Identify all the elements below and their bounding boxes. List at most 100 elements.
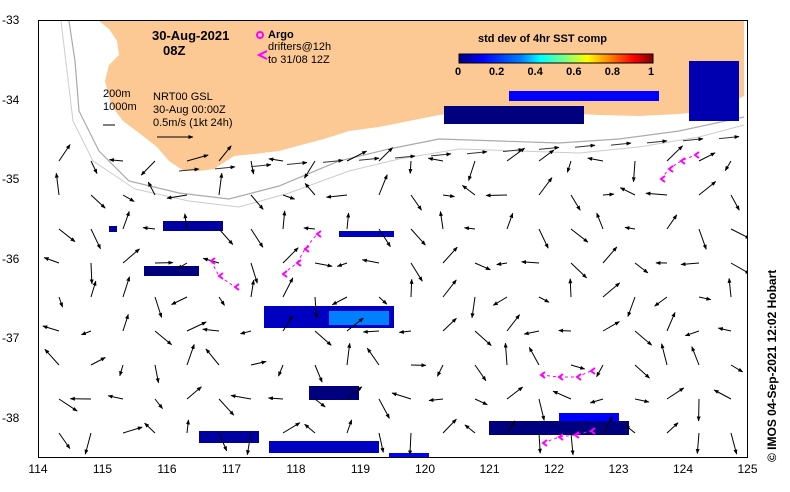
current-arrow — [346, 150, 368, 162]
current-arrow — [378, 432, 385, 453]
y-tick-label: -34 — [2, 92, 20, 107]
current-arrow — [570, 432, 575, 456]
colorbar-tick-label: 0 — [454, 66, 462, 78]
current-arrow — [610, 141, 632, 146]
current-arrow — [186, 386, 202, 400]
x-tick-label: 119 — [350, 462, 371, 476]
current-arrow — [142, 226, 156, 231]
current-arrow — [442, 317, 457, 332]
current-arrow — [147, 181, 156, 196]
argo-legend-label: Argo — [268, 29, 294, 41]
x-tick-label: 115 — [92, 462, 113, 476]
current-arrow — [570, 364, 586, 370]
sst-patch — [269, 441, 379, 453]
current-arrow — [730, 228, 747, 239]
sst-patch — [329, 311, 389, 325]
current-arrow — [314, 364, 323, 383]
current-arrow — [566, 160, 572, 173]
current-arrow — [587, 156, 604, 162]
current-arrow — [410, 228, 426, 246]
current-arrow — [602, 192, 615, 197]
sst-patch — [199, 431, 259, 443]
current-arrow — [568, 278, 573, 298]
drifter-chevron — [693, 151, 700, 159]
current-arrow — [122, 194, 135, 202]
current-arrow — [470, 296, 476, 319]
current-arrow — [506, 420, 516, 434]
current-arrow — [366, 347, 380, 366]
current-arrow — [58, 144, 71, 162]
current-arrow — [346, 419, 353, 434]
current-arrow — [538, 398, 546, 421]
current-arrow — [521, 260, 540, 265]
current-arrow — [666, 422, 679, 434]
drifter-track — [660, 154, 696, 180]
current-arrow — [666, 311, 676, 332]
current-arrow — [282, 277, 294, 298]
current-arrow — [713, 389, 732, 400]
sst-patch — [489, 421, 629, 435]
current-arrow — [250, 360, 267, 366]
current-arrow — [391, 392, 412, 400]
current-arrow — [314, 262, 333, 268]
drifter-tracks — [209, 151, 700, 447]
current-arrow — [89, 262, 94, 285]
current-arrow — [619, 187, 636, 196]
current-arrow — [331, 296, 348, 306]
current-arrow — [346, 317, 364, 332]
current-arrow — [186, 419, 190, 434]
x-tick-label: 118 — [286, 462, 306, 476]
current-arrow — [684, 330, 700, 337]
current-arrow — [122, 313, 129, 332]
current-arrow — [346, 386, 363, 400]
current-arrow — [634, 364, 650, 379]
sst-patch — [509, 91, 659, 101]
current-arrow — [730, 262, 747, 275]
drifter-chevron — [303, 245, 310, 253]
current-arrow — [154, 364, 160, 384]
current-arrow — [698, 296, 712, 301]
current-arrow — [90, 194, 106, 209]
current-arrow — [246, 432, 252, 456]
current-arrow — [502, 148, 524, 153]
current-arrow — [506, 212, 514, 230]
drifter-chevron — [557, 433, 564, 441]
current-arrow — [218, 432, 228, 452]
current-arrow — [119, 364, 124, 377]
current-arrow — [724, 160, 732, 172]
current-arrow — [436, 364, 444, 377]
current-arrow — [90, 228, 101, 250]
current-arrow — [474, 364, 487, 382]
sst-patch — [444, 106, 584, 124]
current-arrow — [42, 325, 60, 332]
current-arrow — [54, 172, 60, 196]
current-arrow — [171, 296, 188, 305]
current-arrow — [666, 387, 685, 400]
current-arrow — [84, 432, 92, 455]
current-arrow — [140, 160, 156, 176]
current-arrow — [154, 296, 163, 318]
colorbar-tick-label: 0.8 — [604, 66, 621, 78]
current-arrow — [218, 172, 224, 196]
current-arrow — [122, 210, 130, 230]
current-arrow — [624, 226, 636, 231]
current-arrow — [250, 160, 255, 175]
current-arrow — [186, 154, 209, 162]
current-arrow — [218, 398, 235, 416]
current-arrow — [58, 296, 63, 308]
current-arrow — [122, 276, 131, 298]
y-tick-label: -35 — [2, 172, 20, 186]
current-arrow — [166, 194, 188, 200]
map-title-date: 30-Aug-2021 — [152, 28, 230, 43]
drifter-chevron — [679, 157, 686, 165]
current-arrow — [410, 262, 423, 282]
current-arrow — [538, 177, 553, 196]
current-arrow — [691, 346, 700, 366]
current-arrow — [218, 228, 234, 245]
current-arrow — [538, 145, 560, 150]
current-arrow — [506, 314, 520, 332]
current-arrow — [108, 158, 124, 163]
current-arrow — [698, 152, 716, 162]
current-arrow — [107, 394, 124, 400]
colorbar-title: std dev of 4hr SST comp — [478, 33, 607, 45]
